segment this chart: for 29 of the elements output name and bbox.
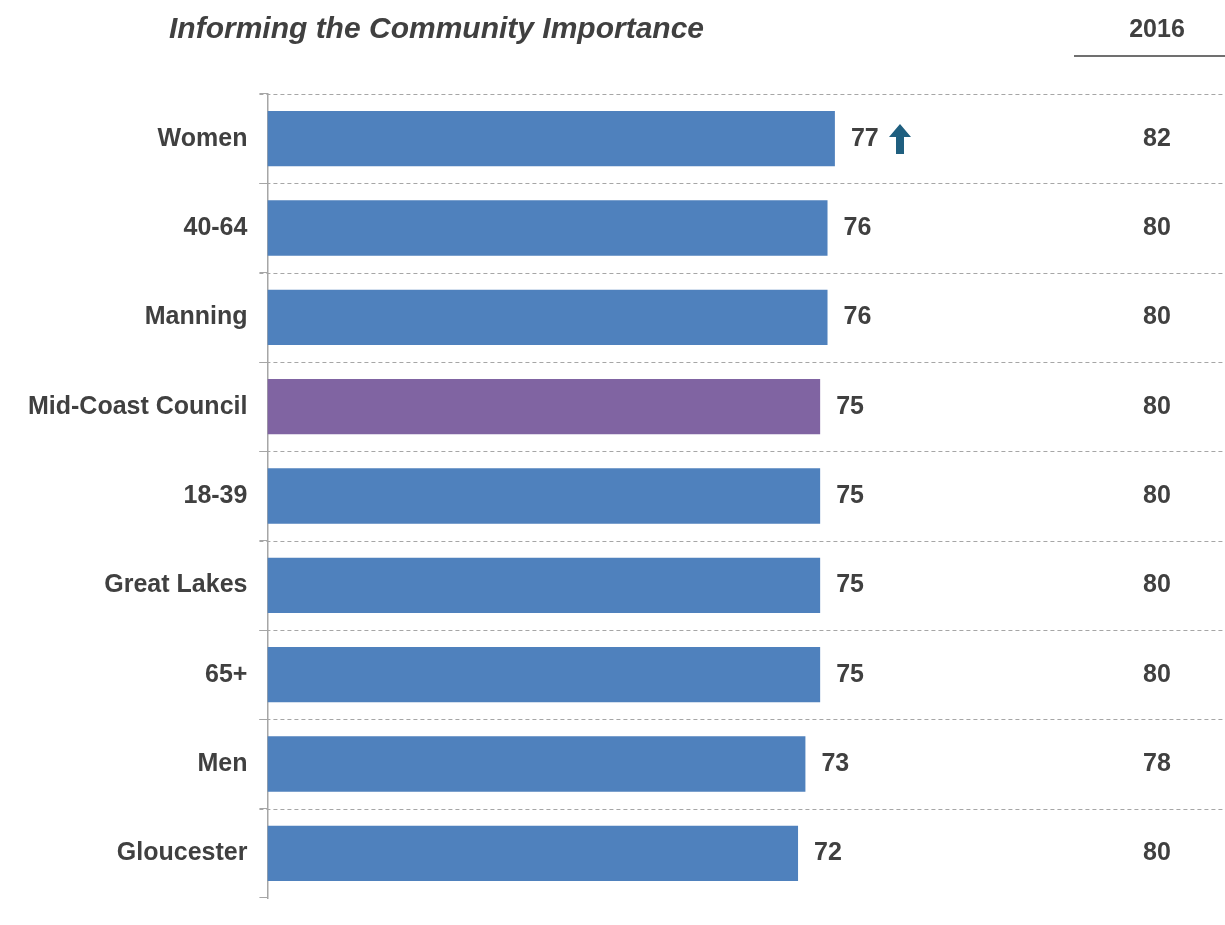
y-tick-label: Great Lakes — [104, 569, 248, 598]
y-tick-label: Mid-Coast Council — [28, 390, 248, 419]
data-label: 73 — [821, 747, 850, 776]
text: 80 — [1143, 211, 1171, 240]
data-label: 75 — [836, 390, 865, 419]
data-label: 75 — [836, 569, 865, 598]
y-tick-label: 18-39 — [183, 479, 248, 508]
text: 2016 — [1129, 13, 1185, 42]
y-tick-label: Manning — [144, 301, 248, 330]
chart-title: Informing the Community Importance — [168, 11, 705, 45]
text: 80 — [1143, 569, 1171, 598]
text: 78 — [1143, 747, 1171, 776]
data-label: 75 — [836, 479, 865, 508]
text: 82 — [1143, 122, 1171, 151]
data-label: 75 — [836, 658, 865, 687]
data-label: 76 — [843, 211, 872, 240]
text: 80 — [1143, 390, 1171, 419]
text: 80 — [1143, 837, 1171, 866]
text: 80 — [1143, 658, 1171, 687]
text: 80 — [1143, 479, 1171, 508]
y-tick-label: Gloucester — [116, 837, 248, 866]
text: 80 — [1143, 301, 1171, 330]
y-tick-label: 65+ — [205, 658, 248, 687]
data-label: 76 — [843, 301, 872, 330]
y-tick-label: 40-64 — [183, 211, 248, 240]
y-tick-label: Women — [157, 122, 248, 151]
data-label: 72 — [814, 837, 842, 866]
y-tick-label: Men — [197, 747, 248, 776]
data-label: 77 — [850, 122, 879, 151]
